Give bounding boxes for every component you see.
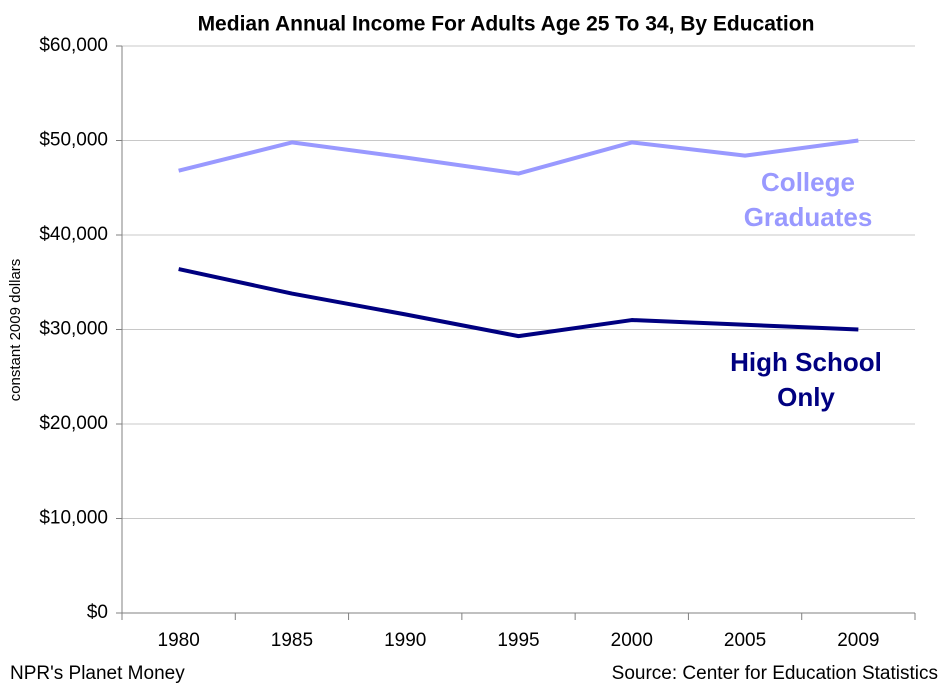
x-tick-label: 2000 bbox=[611, 630, 653, 651]
y-tick-label: $60,000 bbox=[39, 35, 108, 56]
footer-left: NPR's Planet Money bbox=[10, 663, 185, 684]
chart-title: Median Annual Income For Adults Age 25 T… bbox=[198, 13, 815, 36]
y-tick-label: $50,000 bbox=[39, 130, 108, 151]
y-tick-label: $40,000 bbox=[39, 224, 108, 245]
series-label: High School Only bbox=[730, 347, 882, 412]
y-axis-label: constant 2009 dollars bbox=[7, 259, 24, 402]
y-tick-label: $0 bbox=[87, 602, 108, 623]
series-label: College Graduates bbox=[743, 167, 873, 232]
y-tick-label: $30,000 bbox=[39, 319, 108, 340]
x-tick-label: 1990 bbox=[384, 630, 426, 651]
x-tick-label: 1980 bbox=[158, 630, 200, 651]
x-tick-label: 2005 bbox=[724, 630, 766, 651]
x-tick-label: 1985 bbox=[271, 630, 313, 651]
x-tick-label: 2009 bbox=[837, 630, 879, 651]
series-line bbox=[178, 138, 859, 176]
x-tick-label: 1995 bbox=[497, 630, 539, 651]
y-tick-label: $10,000 bbox=[39, 508, 108, 529]
series-line bbox=[178, 267, 859, 339]
y-tick-label: $20,000 bbox=[39, 413, 108, 434]
footer-right: Source: Center for Education Statistics bbox=[612, 663, 938, 684]
